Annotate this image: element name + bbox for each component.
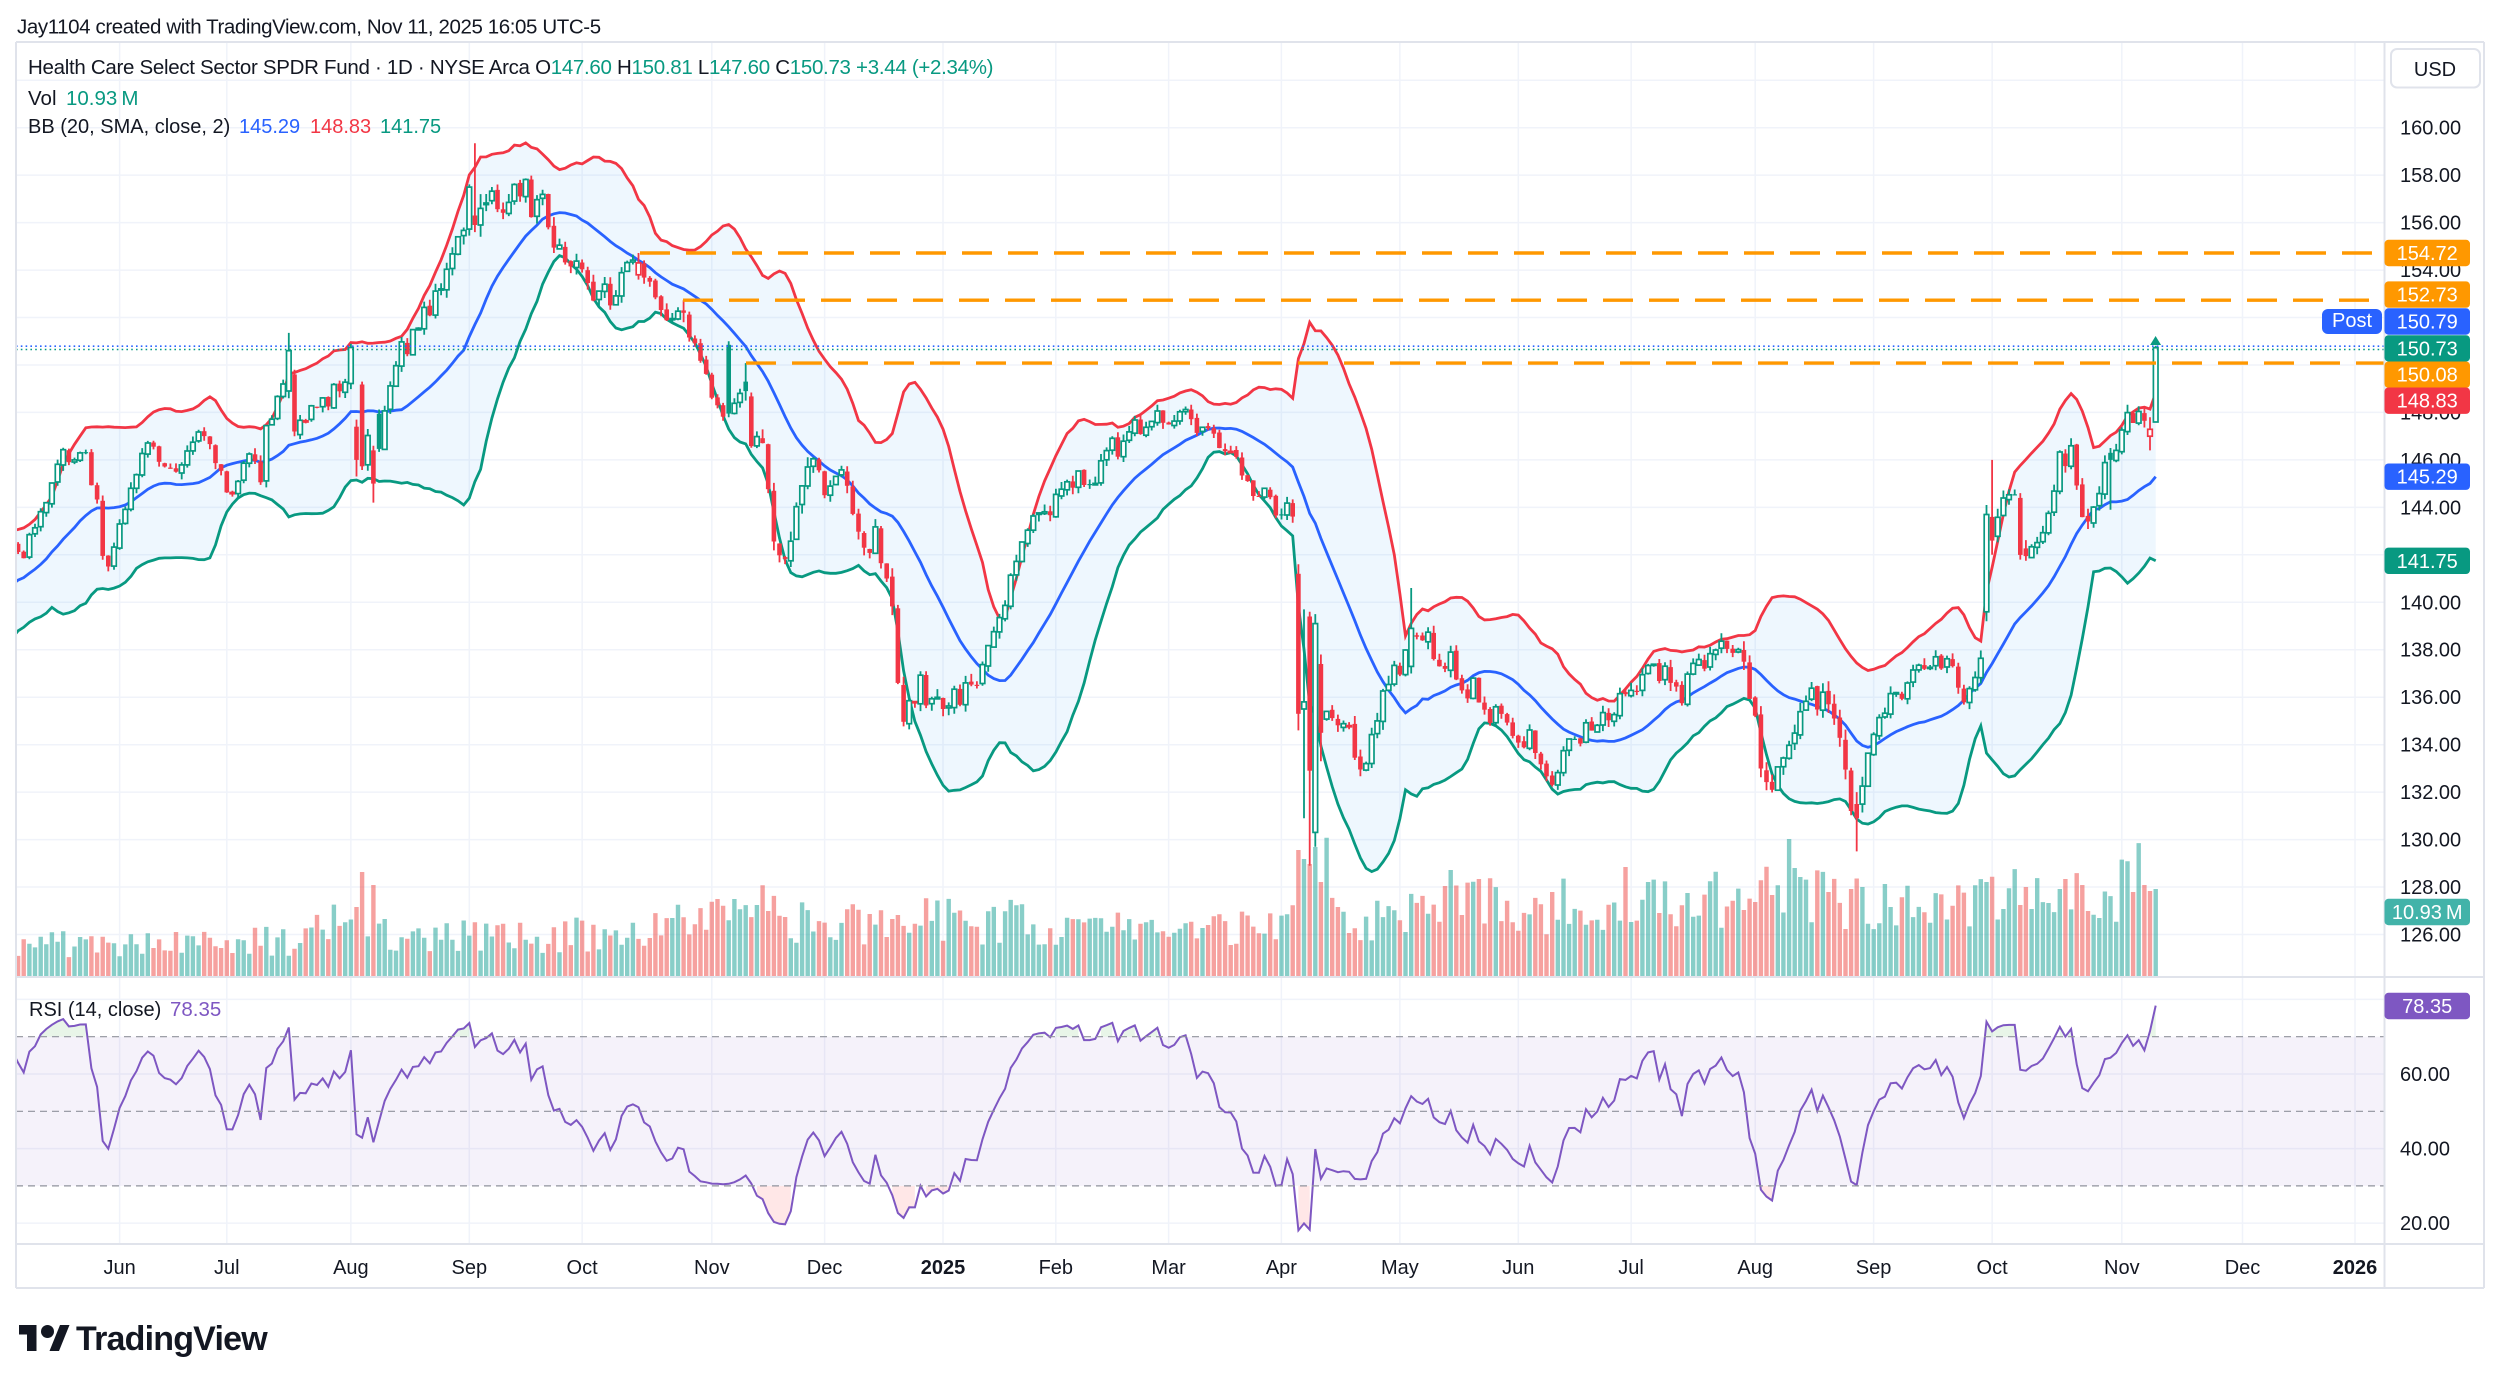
svg-text:126.00: 126.00 bbox=[2400, 925, 2461, 947]
svg-text:Health Care Select Sector SPDR: Health Care Select Sector SPDR Fund · 1D… bbox=[28, 56, 993, 79]
svg-text:150.79: 150.79 bbox=[2397, 312, 2458, 334]
svg-text:2025: 2025 bbox=[921, 1257, 966, 1279]
svg-text:158.00: 158.00 bbox=[2400, 165, 2461, 187]
svg-text:Aug: Aug bbox=[333, 1257, 369, 1279]
svg-text:Apr: Apr bbox=[1266, 1257, 1297, 1279]
svg-text:Nov: Nov bbox=[694, 1257, 730, 1279]
svg-text:132.00: 132.00 bbox=[2400, 782, 2461, 804]
svg-text:160.00: 160.00 bbox=[2400, 118, 2461, 140]
svg-text:Jun: Jun bbox=[1502, 1257, 1534, 1279]
svg-text:Aug: Aug bbox=[1737, 1257, 1773, 1279]
svg-text:134.00: 134.00 bbox=[2400, 735, 2461, 757]
svg-text:154.72: 154.72 bbox=[2397, 243, 2458, 265]
svg-text:130.00: 130.00 bbox=[2400, 830, 2461, 852]
svg-text:Oct: Oct bbox=[1977, 1257, 2009, 1279]
svg-text:10.93 M: 10.93 M bbox=[2392, 902, 2463, 924]
svg-text:Jul: Jul bbox=[214, 1257, 240, 1279]
svg-text:10.93 M: 10.93 M bbox=[66, 87, 138, 110]
svg-text:148.83: 148.83 bbox=[2397, 391, 2458, 413]
svg-text:Post: Post bbox=[2332, 310, 2372, 332]
svg-text:150.73: 150.73 bbox=[2397, 338, 2458, 360]
svg-text:Feb: Feb bbox=[1039, 1257, 1073, 1279]
svg-text:20.00: 20.00 bbox=[2400, 1213, 2450, 1235]
svg-text:60.00: 60.00 bbox=[2400, 1064, 2450, 1086]
svg-text:BB (20, SMA, close, 2): BB (20, SMA, close, 2) bbox=[28, 116, 230, 138]
svg-text:USD: USD bbox=[2414, 59, 2456, 81]
svg-text:136.00: 136.00 bbox=[2400, 687, 2461, 709]
svg-text:Jun: Jun bbox=[103, 1257, 135, 1279]
svg-text:Dec: Dec bbox=[807, 1257, 843, 1279]
svg-text:78.35: 78.35 bbox=[170, 998, 221, 1021]
svg-text:Sep: Sep bbox=[1856, 1257, 1892, 1279]
svg-text:150.08: 150.08 bbox=[2397, 365, 2458, 387]
svg-text:141.75: 141.75 bbox=[2397, 551, 2458, 573]
svg-text:2026: 2026 bbox=[2333, 1257, 2378, 1279]
svg-text:148.83: 148.83 bbox=[310, 116, 371, 138]
svg-text:Dec: Dec bbox=[2225, 1257, 2261, 1279]
svg-text:Oct: Oct bbox=[567, 1257, 599, 1279]
svg-text:156.00: 156.00 bbox=[2400, 213, 2461, 235]
svg-text:144.00: 144.00 bbox=[2400, 497, 2461, 519]
svg-text:141.75: 141.75 bbox=[380, 116, 441, 138]
svg-text:152.73: 152.73 bbox=[2397, 285, 2458, 307]
svg-text:TradingView: TradingView bbox=[76, 1320, 268, 1358]
svg-text:140.00: 140.00 bbox=[2400, 592, 2461, 614]
svg-text:40.00: 40.00 bbox=[2400, 1139, 2450, 1161]
svg-text:Vol: Vol bbox=[28, 87, 57, 110]
svg-text:RSI (14, close): RSI (14, close) bbox=[29, 999, 161, 1021]
svg-text:128.00: 128.00 bbox=[2400, 877, 2461, 899]
svg-text:145.29: 145.29 bbox=[239, 116, 300, 138]
svg-text:Mar: Mar bbox=[1151, 1257, 1186, 1279]
svg-text:138.00: 138.00 bbox=[2400, 640, 2461, 662]
svg-text:Jay1104 created with TradingVi: Jay1104 created with TradingView.com, No… bbox=[17, 16, 601, 39]
svg-text:Sep: Sep bbox=[452, 1257, 488, 1279]
svg-text:May: May bbox=[1381, 1257, 1419, 1279]
svg-text:Nov: Nov bbox=[2104, 1257, 2140, 1279]
svg-text:145.29: 145.29 bbox=[2397, 467, 2458, 489]
svg-text:Jul: Jul bbox=[1618, 1257, 1644, 1279]
svg-text:78.35: 78.35 bbox=[2402, 996, 2452, 1018]
